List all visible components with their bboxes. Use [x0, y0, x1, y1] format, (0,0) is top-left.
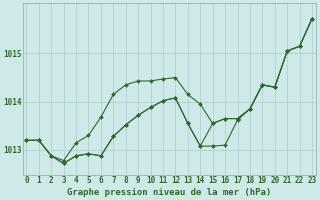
- X-axis label: Graphe pression niveau de la mer (hPa): Graphe pression niveau de la mer (hPa): [67, 188, 271, 197]
